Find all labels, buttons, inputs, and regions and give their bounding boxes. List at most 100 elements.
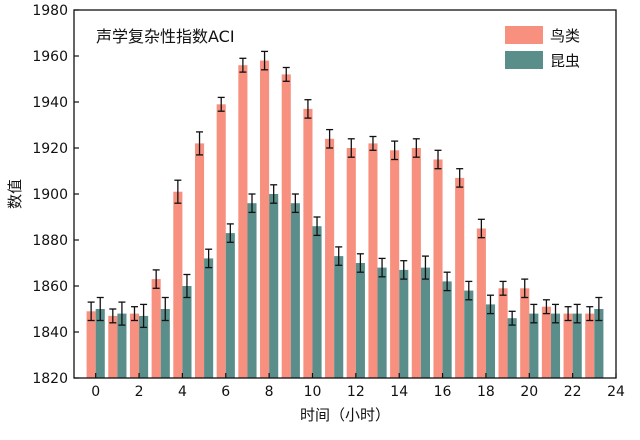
error-bar-birds-h20: [521, 278, 529, 299]
error-bar-insects-h17: [465, 280, 473, 301]
y-tick-label: 1840: [32, 325, 68, 341]
error-bar-birds-h14: [391, 140, 399, 161]
y-tick-label: 1920: [32, 141, 68, 157]
error-bar-birds-h18: [477, 218, 485, 239]
bar-insects-h11: [334, 256, 344, 378]
bar-insects-h9: [290, 203, 300, 378]
bar-insects-h4: [182, 286, 192, 378]
bar-insects-h14: [399, 269, 409, 378]
bar-birds-h12: [346, 148, 356, 378]
y-tick-label: 1820: [32, 371, 68, 387]
error-bar-birds-h19: [499, 280, 507, 296]
error-bar-birds-h23: [586, 306, 594, 322]
error-bar-insects-h14: [400, 260, 408, 280]
error-bar-birds-h11: [326, 128, 334, 149]
legend-swatch-insects: [505, 51, 543, 69]
error-bar-insects-h0: [96, 296, 104, 322]
bar-insects-h20: [529, 313, 539, 378]
error-bar-birds-h9: [282, 66, 290, 82]
bar-birds-h17: [455, 177, 465, 378]
ticks-layer: 0 2 4 6 8 10 12 14 16 18 20 22 241820184018601880190…: [32, 3, 625, 400]
bar-insects-h0: [95, 309, 105, 378]
x-tick-label: 14: [390, 384, 408, 400]
error-bar-insects-h3: [161, 296, 169, 322]
bar-birds-h5: [194, 143, 205, 378]
error-bar-insects-h15: [421, 255, 429, 280]
bar-birds-h18: [476, 228, 486, 378]
y-tick-label: 1960: [32, 49, 68, 65]
error-bar-insects-h12: [356, 253, 364, 273]
error-bar-birds-h7: [239, 57, 247, 73]
bar-insects-h6: [225, 233, 235, 378]
x-tick-label: 4: [178, 384, 187, 400]
error-bar-insects-h21: [552, 303, 560, 324]
y-tick-label: 1980: [32, 3, 68, 19]
x-tick-label: 22: [564, 384, 582, 400]
bar-insects-h23: [594, 309, 604, 378]
bar-birds-h23: [585, 313, 595, 378]
error-bar-birds-h2: [130, 306, 138, 322]
bar-insects-h18: [485, 304, 496, 378]
y-tick-label: 1940: [32, 95, 68, 111]
bar-birds-h1: [108, 315, 118, 378]
y-tick-label: 1880: [32, 233, 68, 249]
error-bar-birds-h3: [152, 269, 160, 289]
error-bar-birds-h13: [369, 135, 377, 151]
x-tick-label: 20: [520, 384, 538, 400]
x-tick-label: 8: [265, 384, 274, 400]
x-tick-label: 18: [477, 384, 495, 400]
error-bar-birds-h22: [564, 306, 572, 322]
bars-layer: [86, 60, 604, 379]
error-bar-birds-h12: [347, 138, 355, 158]
bar-birds-h20: [520, 288, 530, 378]
bar-birds-h7: [238, 65, 248, 378]
x-tick-label: 12: [347, 384, 365, 400]
bar-insects-h8: [269, 194, 279, 378]
bar-birds-h11: [325, 138, 335, 378]
bar-insects-h12: [355, 263, 365, 378]
y-axis-label: 数值: [6, 179, 24, 209]
bar-birds-h4: [173, 191, 183, 378]
error-bar-birds-h8: [261, 50, 269, 71]
bar-birds-h0: [86, 311, 96, 378]
bar-birds-h13: [368, 143, 378, 378]
error-bar-insects-h18: [486, 294, 494, 315]
error-bar-insects-h5: [205, 248, 213, 269]
error-bar-birds-h5: [196, 131, 204, 156]
error-bar-insects-h4: [183, 273, 191, 299]
bar-insects-h15: [420, 267, 430, 378]
bar-insects-h21: [550, 313, 561, 378]
bar-birds-h2: [129, 313, 140, 378]
bar-birds-h9: [281, 74, 291, 379]
error-bar-insects-h16: [443, 271, 451, 292]
bar-birds-h6: [216, 104, 226, 379]
error-bar-insects-h19: [508, 310, 516, 326]
error-bar-insects-h8: [270, 184, 278, 204]
error-bar-birds-h21: [542, 299, 550, 315]
error-bar-birds-h4: [174, 179, 182, 204]
y-tick-label: 1860: [32, 279, 68, 295]
error-bar-insects-h20: [530, 303, 538, 324]
bar-insects-h5: [204, 258, 214, 378]
legend-swatch-birds: [505, 26, 543, 44]
bar-birds-h10: [303, 108, 313, 379]
error-bar-insects-h2: [140, 303, 148, 329]
bar-insects-h7: [247, 203, 257, 378]
x-tick-label: 10: [304, 384, 322, 400]
x-tick-label: 0: [91, 384, 100, 400]
bar-insects-h1: [117, 313, 127, 378]
error-bar-insects-h1: [118, 301, 126, 326]
error-bar-birds-h10: [304, 99, 312, 119]
error-bar-birds-h6: [217, 96, 225, 112]
legend-label-birds: 鸟类: [550, 27, 580, 45]
bar-birds-h14: [390, 150, 400, 378]
error-bar-insects-h22: [573, 303, 581, 324]
bar-insects-h17: [464, 290, 474, 378]
error-bar-birds-h0: [87, 301, 95, 322]
x-axis-label: 时间（小时）: [300, 406, 390, 424]
bar-insects-h3: [160, 309, 170, 378]
x-tick-label: 2: [135, 384, 144, 400]
error-bar-insects-h23: [595, 296, 603, 322]
bar-insects-h2: [139, 315, 149, 378]
